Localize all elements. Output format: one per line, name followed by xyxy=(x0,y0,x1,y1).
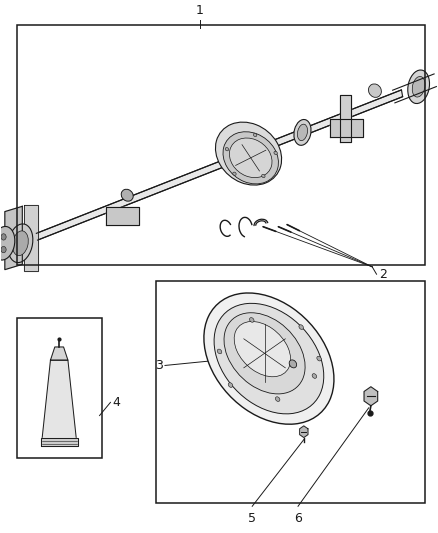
Text: 4: 4 xyxy=(113,396,120,409)
Text: 2: 2 xyxy=(378,268,386,281)
Polygon shape xyxy=(299,426,307,438)
Polygon shape xyxy=(36,90,402,240)
Ellipse shape xyxy=(407,70,428,103)
Text: 3: 3 xyxy=(155,359,162,372)
Ellipse shape xyxy=(223,132,278,184)
Ellipse shape xyxy=(297,124,307,141)
Ellipse shape xyxy=(298,325,303,329)
Polygon shape xyxy=(5,206,22,270)
Ellipse shape xyxy=(1,246,6,253)
Ellipse shape xyxy=(203,293,333,424)
Ellipse shape xyxy=(228,383,232,387)
Bar xyxy=(17,318,102,458)
Polygon shape xyxy=(339,95,350,142)
Ellipse shape xyxy=(253,133,256,136)
Bar xyxy=(156,281,424,503)
Ellipse shape xyxy=(311,374,316,378)
Ellipse shape xyxy=(411,76,424,97)
Polygon shape xyxy=(50,347,68,360)
Ellipse shape xyxy=(1,234,6,240)
Ellipse shape xyxy=(12,231,28,256)
Ellipse shape xyxy=(367,84,381,98)
Polygon shape xyxy=(363,387,377,406)
Polygon shape xyxy=(329,119,362,137)
Text: 5: 5 xyxy=(247,512,256,524)
Ellipse shape xyxy=(289,360,296,368)
Ellipse shape xyxy=(215,122,281,185)
Ellipse shape xyxy=(273,151,277,155)
Ellipse shape xyxy=(249,318,254,322)
Ellipse shape xyxy=(8,224,33,263)
Ellipse shape xyxy=(233,321,290,377)
Text: 1: 1 xyxy=(195,4,203,17)
Polygon shape xyxy=(42,360,77,442)
Ellipse shape xyxy=(0,227,15,260)
Ellipse shape xyxy=(214,303,323,414)
Ellipse shape xyxy=(225,148,228,151)
Ellipse shape xyxy=(217,349,221,354)
Ellipse shape xyxy=(316,356,321,361)
Ellipse shape xyxy=(121,189,133,201)
Polygon shape xyxy=(106,207,139,225)
Bar xyxy=(17,25,424,265)
Text: 6: 6 xyxy=(293,512,301,524)
Ellipse shape xyxy=(293,119,311,146)
Ellipse shape xyxy=(232,172,236,175)
Ellipse shape xyxy=(275,397,279,401)
Ellipse shape xyxy=(261,174,265,177)
Ellipse shape xyxy=(229,138,272,177)
Ellipse shape xyxy=(223,313,304,394)
Polygon shape xyxy=(41,438,78,446)
Polygon shape xyxy=(24,205,38,271)
